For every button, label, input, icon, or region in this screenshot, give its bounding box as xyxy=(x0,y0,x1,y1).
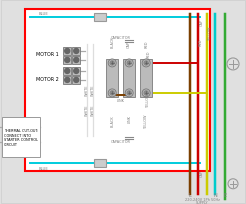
Bar xyxy=(140,60,152,98)
Bar xyxy=(72,68,80,75)
Text: L: L xyxy=(189,192,191,197)
Circle shape xyxy=(65,78,70,83)
Text: N: N xyxy=(213,192,217,197)
Circle shape xyxy=(74,69,79,74)
Text: CAP: CAP xyxy=(200,169,204,176)
Circle shape xyxy=(65,49,70,54)
Text: BLUE: BLUE xyxy=(38,12,48,16)
Text: 220-240V 1Ph 50Hz: 220-240V 1Ph 50Hz xyxy=(184,197,220,201)
Text: RED: RED xyxy=(146,50,150,58)
Text: CAP: CAP xyxy=(200,19,204,26)
Text: YELLOW: YELLOW xyxy=(146,93,150,107)
Circle shape xyxy=(108,60,116,68)
Text: LINK: LINK xyxy=(116,98,124,102)
Circle shape xyxy=(110,62,114,66)
Bar xyxy=(94,14,106,22)
Text: RED: RED xyxy=(199,38,203,46)
Text: BLACK: BLACK xyxy=(110,36,114,48)
Bar xyxy=(2,117,40,157)
Text: MOTOR 1: MOTOR 1 xyxy=(36,52,59,57)
Circle shape xyxy=(74,58,79,63)
Text: RED: RED xyxy=(144,40,148,48)
Text: E: E xyxy=(223,192,227,197)
Circle shape xyxy=(65,69,70,74)
Circle shape xyxy=(125,60,133,68)
Bar xyxy=(72,57,80,65)
Text: CAP: CAP xyxy=(127,41,131,48)
Bar xyxy=(63,48,71,56)
Text: SUPPLY: SUPPLY xyxy=(196,200,208,204)
Text: LINK: LINK xyxy=(127,114,131,122)
Circle shape xyxy=(142,90,150,98)
Text: CAPACITOR: CAPACITOR xyxy=(111,36,131,40)
Bar xyxy=(72,76,80,84)
Text: WHITE: WHITE xyxy=(85,104,89,115)
Text: BLACK: BLACK xyxy=(110,114,114,126)
Bar xyxy=(25,10,210,171)
Text: YELLOW: YELLOW xyxy=(208,26,212,41)
Circle shape xyxy=(108,90,116,98)
Text: CAPACITOR: CAPACITOR xyxy=(111,139,131,143)
Circle shape xyxy=(74,49,79,54)
Bar xyxy=(123,60,135,98)
Circle shape xyxy=(127,91,131,95)
Text: MOTOR 2: MOTOR 2 xyxy=(36,77,59,82)
Circle shape xyxy=(144,91,148,95)
Text: BLUE: BLUE xyxy=(38,166,48,170)
Circle shape xyxy=(74,78,79,83)
Circle shape xyxy=(65,58,70,63)
Circle shape xyxy=(125,90,133,98)
Bar xyxy=(94,159,106,167)
Circle shape xyxy=(142,60,150,68)
Circle shape xyxy=(144,62,148,66)
Bar xyxy=(63,57,71,65)
Bar xyxy=(63,76,71,84)
Bar xyxy=(63,68,71,75)
Text: WHITE: WHITE xyxy=(91,104,95,115)
Bar xyxy=(72,48,80,56)
Circle shape xyxy=(110,91,114,95)
Text: YELLOW: YELLOW xyxy=(144,114,148,129)
Bar xyxy=(106,60,118,98)
Circle shape xyxy=(127,62,131,66)
Text: WHITE: WHITE xyxy=(85,84,89,95)
Text: WHITE: WHITE xyxy=(91,84,95,95)
Text: THERMAL CUT-OUT:
CONNECT INTO
STARTER CONTROL
CIRCUIT: THERMAL CUT-OUT: CONNECT INTO STARTER CO… xyxy=(4,128,38,146)
